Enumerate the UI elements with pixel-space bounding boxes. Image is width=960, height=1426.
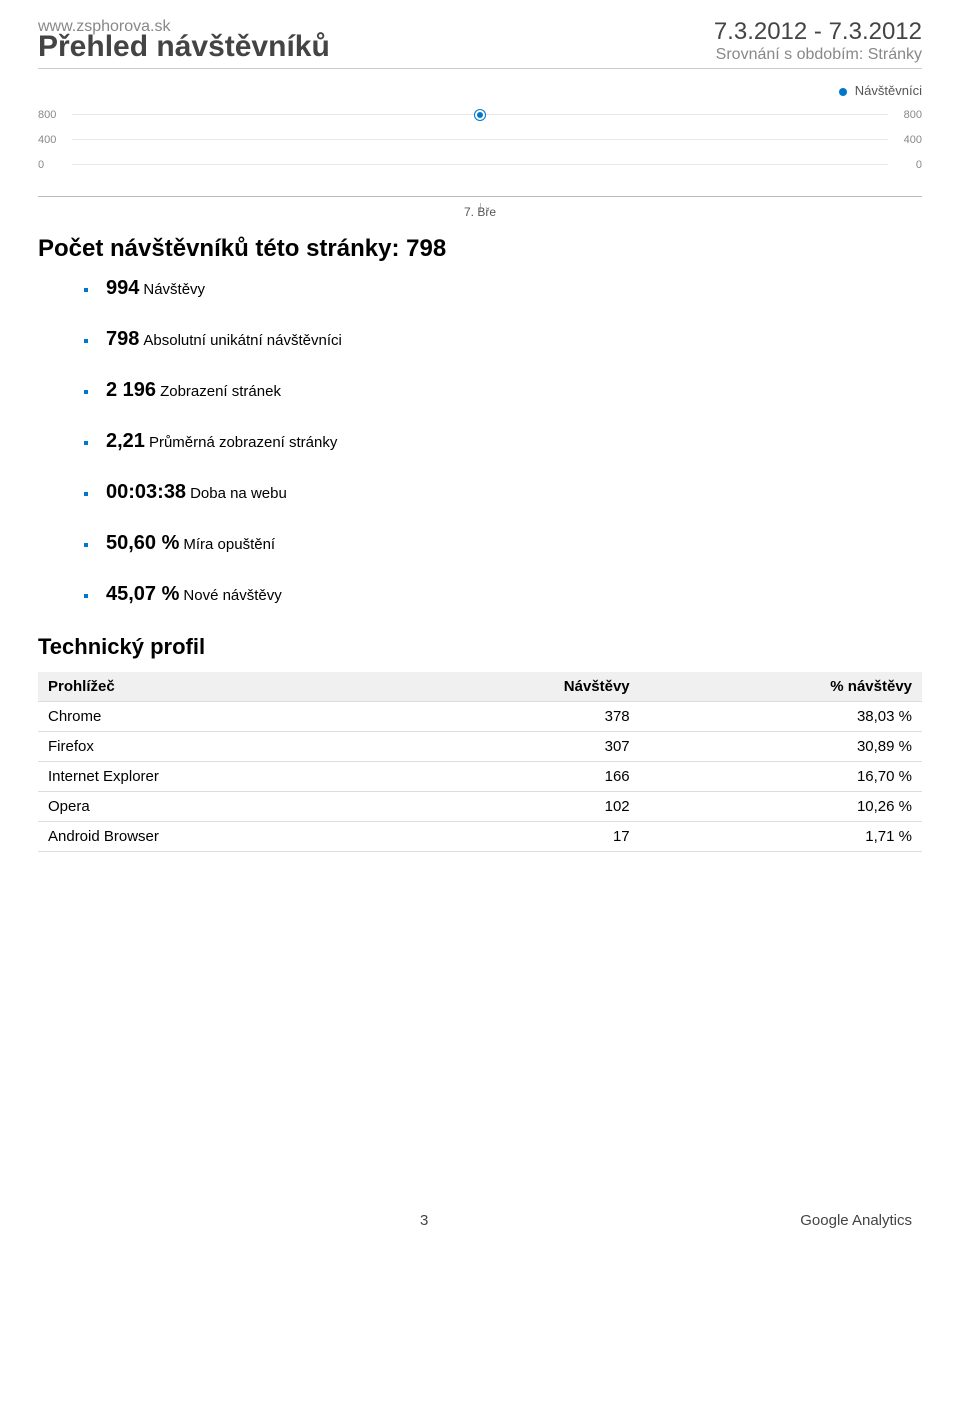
cell-visits: 166 bbox=[401, 762, 639, 792]
col-visits: Návštěvy bbox=[401, 672, 639, 702]
table-row: Android Browser171,71 % bbox=[38, 822, 922, 852]
cell-visits: 378 bbox=[401, 702, 639, 732]
visitor-count-title: Počet návštěvníků této stránky: 798 bbox=[38, 235, 922, 263]
table-row: Firefox30730,89 % bbox=[38, 732, 922, 762]
visitors-chart: 800 800 400 400 0 0 bbox=[38, 102, 922, 192]
metrics-list: 994Návštěvy 798Absolutní unikátní návštěv… bbox=[84, 277, 922, 606]
cell-pct: 16,70 % bbox=[640, 762, 922, 792]
metric-value: 45,07 % bbox=[106, 583, 179, 605]
cell-visits: 102 bbox=[401, 792, 639, 822]
cell-visits: 17 bbox=[401, 822, 639, 852]
footer-brand: Google Analytics bbox=[800, 1212, 912, 1229]
metric-label: Absolutní unikátní návštěvníci bbox=[143, 332, 341, 349]
table-row: Chrome37838,03 % bbox=[38, 702, 922, 732]
date-range: 7.3.2012 - 7.3.2012 bbox=[714, 18, 922, 46]
chart-data-point bbox=[475, 110, 485, 120]
metric-item: 2,21Průměrná zobrazení stránky bbox=[84, 430, 922, 453]
metric-item: 798Absolutní unikátní návštěvníci bbox=[84, 328, 922, 351]
report-header: www.zsphorova.sk Přehled návštěvníků 7.3… bbox=[38, 18, 922, 69]
metric-value: 2,21 bbox=[106, 430, 145, 452]
metric-label: Návštěvy bbox=[143, 281, 205, 298]
cell-pct: 1,71 % bbox=[640, 822, 922, 852]
metric-label: Nové návštěvy bbox=[183, 587, 281, 604]
chart-x-axis: 7. Bře bbox=[38, 196, 922, 219]
y-tick-left: 400 bbox=[38, 134, 66, 146]
grid-line bbox=[72, 139, 888, 140]
page-footer: 3 Google Analytics bbox=[38, 1212, 922, 1229]
legend-label: Návštěvníci bbox=[855, 83, 922, 98]
bullet-icon bbox=[84, 543, 88, 547]
bullet-icon bbox=[84, 594, 88, 598]
y-tick-left: 0 bbox=[38, 159, 66, 171]
bullet-icon bbox=[84, 492, 88, 496]
metric-item: 00:03:38Doba na webu bbox=[84, 481, 922, 504]
visitor-count-value: 798 bbox=[406, 235, 446, 262]
bullet-icon bbox=[84, 441, 88, 445]
y-tick-right: 0 bbox=[894, 159, 922, 171]
chart-legend: Návštěvníci bbox=[38, 83, 922, 98]
cell-browser: Internet Explorer bbox=[38, 762, 401, 792]
y-tick-right: 800 bbox=[894, 109, 922, 121]
table-row: Internet Explorer16616,70 % bbox=[38, 762, 922, 792]
metric-label: Průměrná zobrazení stránky bbox=[149, 434, 337, 451]
y-tick-left: 800 bbox=[38, 109, 66, 121]
compare-note: Srovnání s obdobím: Stránky bbox=[714, 46, 922, 64]
cell-browser: Opera bbox=[38, 792, 401, 822]
metric-item: 994Návštěvy bbox=[84, 277, 922, 300]
metric-item: 2 196Zobrazení stránek bbox=[84, 379, 922, 402]
metric-value: 00:03:38 bbox=[106, 481, 186, 503]
browser-table: Prohlížeč Návštěvy % návštěvy Chrome3783… bbox=[38, 672, 922, 852]
metric-value: 2 196 bbox=[106, 379, 156, 401]
cell-browser: Chrome bbox=[38, 702, 401, 732]
metric-label: Míra opuštění bbox=[183, 536, 275, 553]
visitor-count-prefix: Počet návštěvníků této stránky: bbox=[38, 235, 406, 262]
page-title: Přehled návštěvníků bbox=[38, 30, 330, 64]
metric-value: 994 bbox=[106, 277, 139, 299]
table-row: Opera10210,26 % bbox=[38, 792, 922, 822]
metric-label: Doba na webu bbox=[190, 485, 287, 502]
tech-profile-title: Technický profil bbox=[38, 634, 922, 660]
grid-line bbox=[72, 164, 888, 165]
col-pct: % návštěvy bbox=[640, 672, 922, 702]
bullet-icon bbox=[84, 339, 88, 343]
bullet-icon bbox=[84, 288, 88, 292]
metric-label: Zobrazení stránek bbox=[160, 383, 281, 400]
cell-pct: 30,89 % bbox=[640, 732, 922, 762]
metric-value: 798 bbox=[106, 328, 139, 350]
metric-item: 45,07 %Nové návštěvy bbox=[84, 583, 922, 606]
x-tick-label: 7. Bře bbox=[38, 197, 922, 219]
metric-value: 50,60 % bbox=[106, 532, 179, 554]
metric-item: 50,60 %Míra opuštění bbox=[84, 532, 922, 555]
page-number: 3 bbox=[48, 1212, 800, 1229]
col-browser: Prohlížeč bbox=[38, 672, 401, 702]
table-header-row: Prohlížeč Návštěvy % návštěvy bbox=[38, 672, 922, 702]
cell-visits: 307 bbox=[401, 732, 639, 762]
bullet-icon bbox=[84, 390, 88, 394]
cell-browser: Firefox bbox=[38, 732, 401, 762]
y-tick-right: 400 bbox=[894, 134, 922, 146]
cell-pct: 38,03 % bbox=[640, 702, 922, 732]
cell-browser: Android Browser bbox=[38, 822, 401, 852]
legend-dot-icon bbox=[839, 88, 847, 96]
cell-pct: 10,26 % bbox=[640, 792, 922, 822]
